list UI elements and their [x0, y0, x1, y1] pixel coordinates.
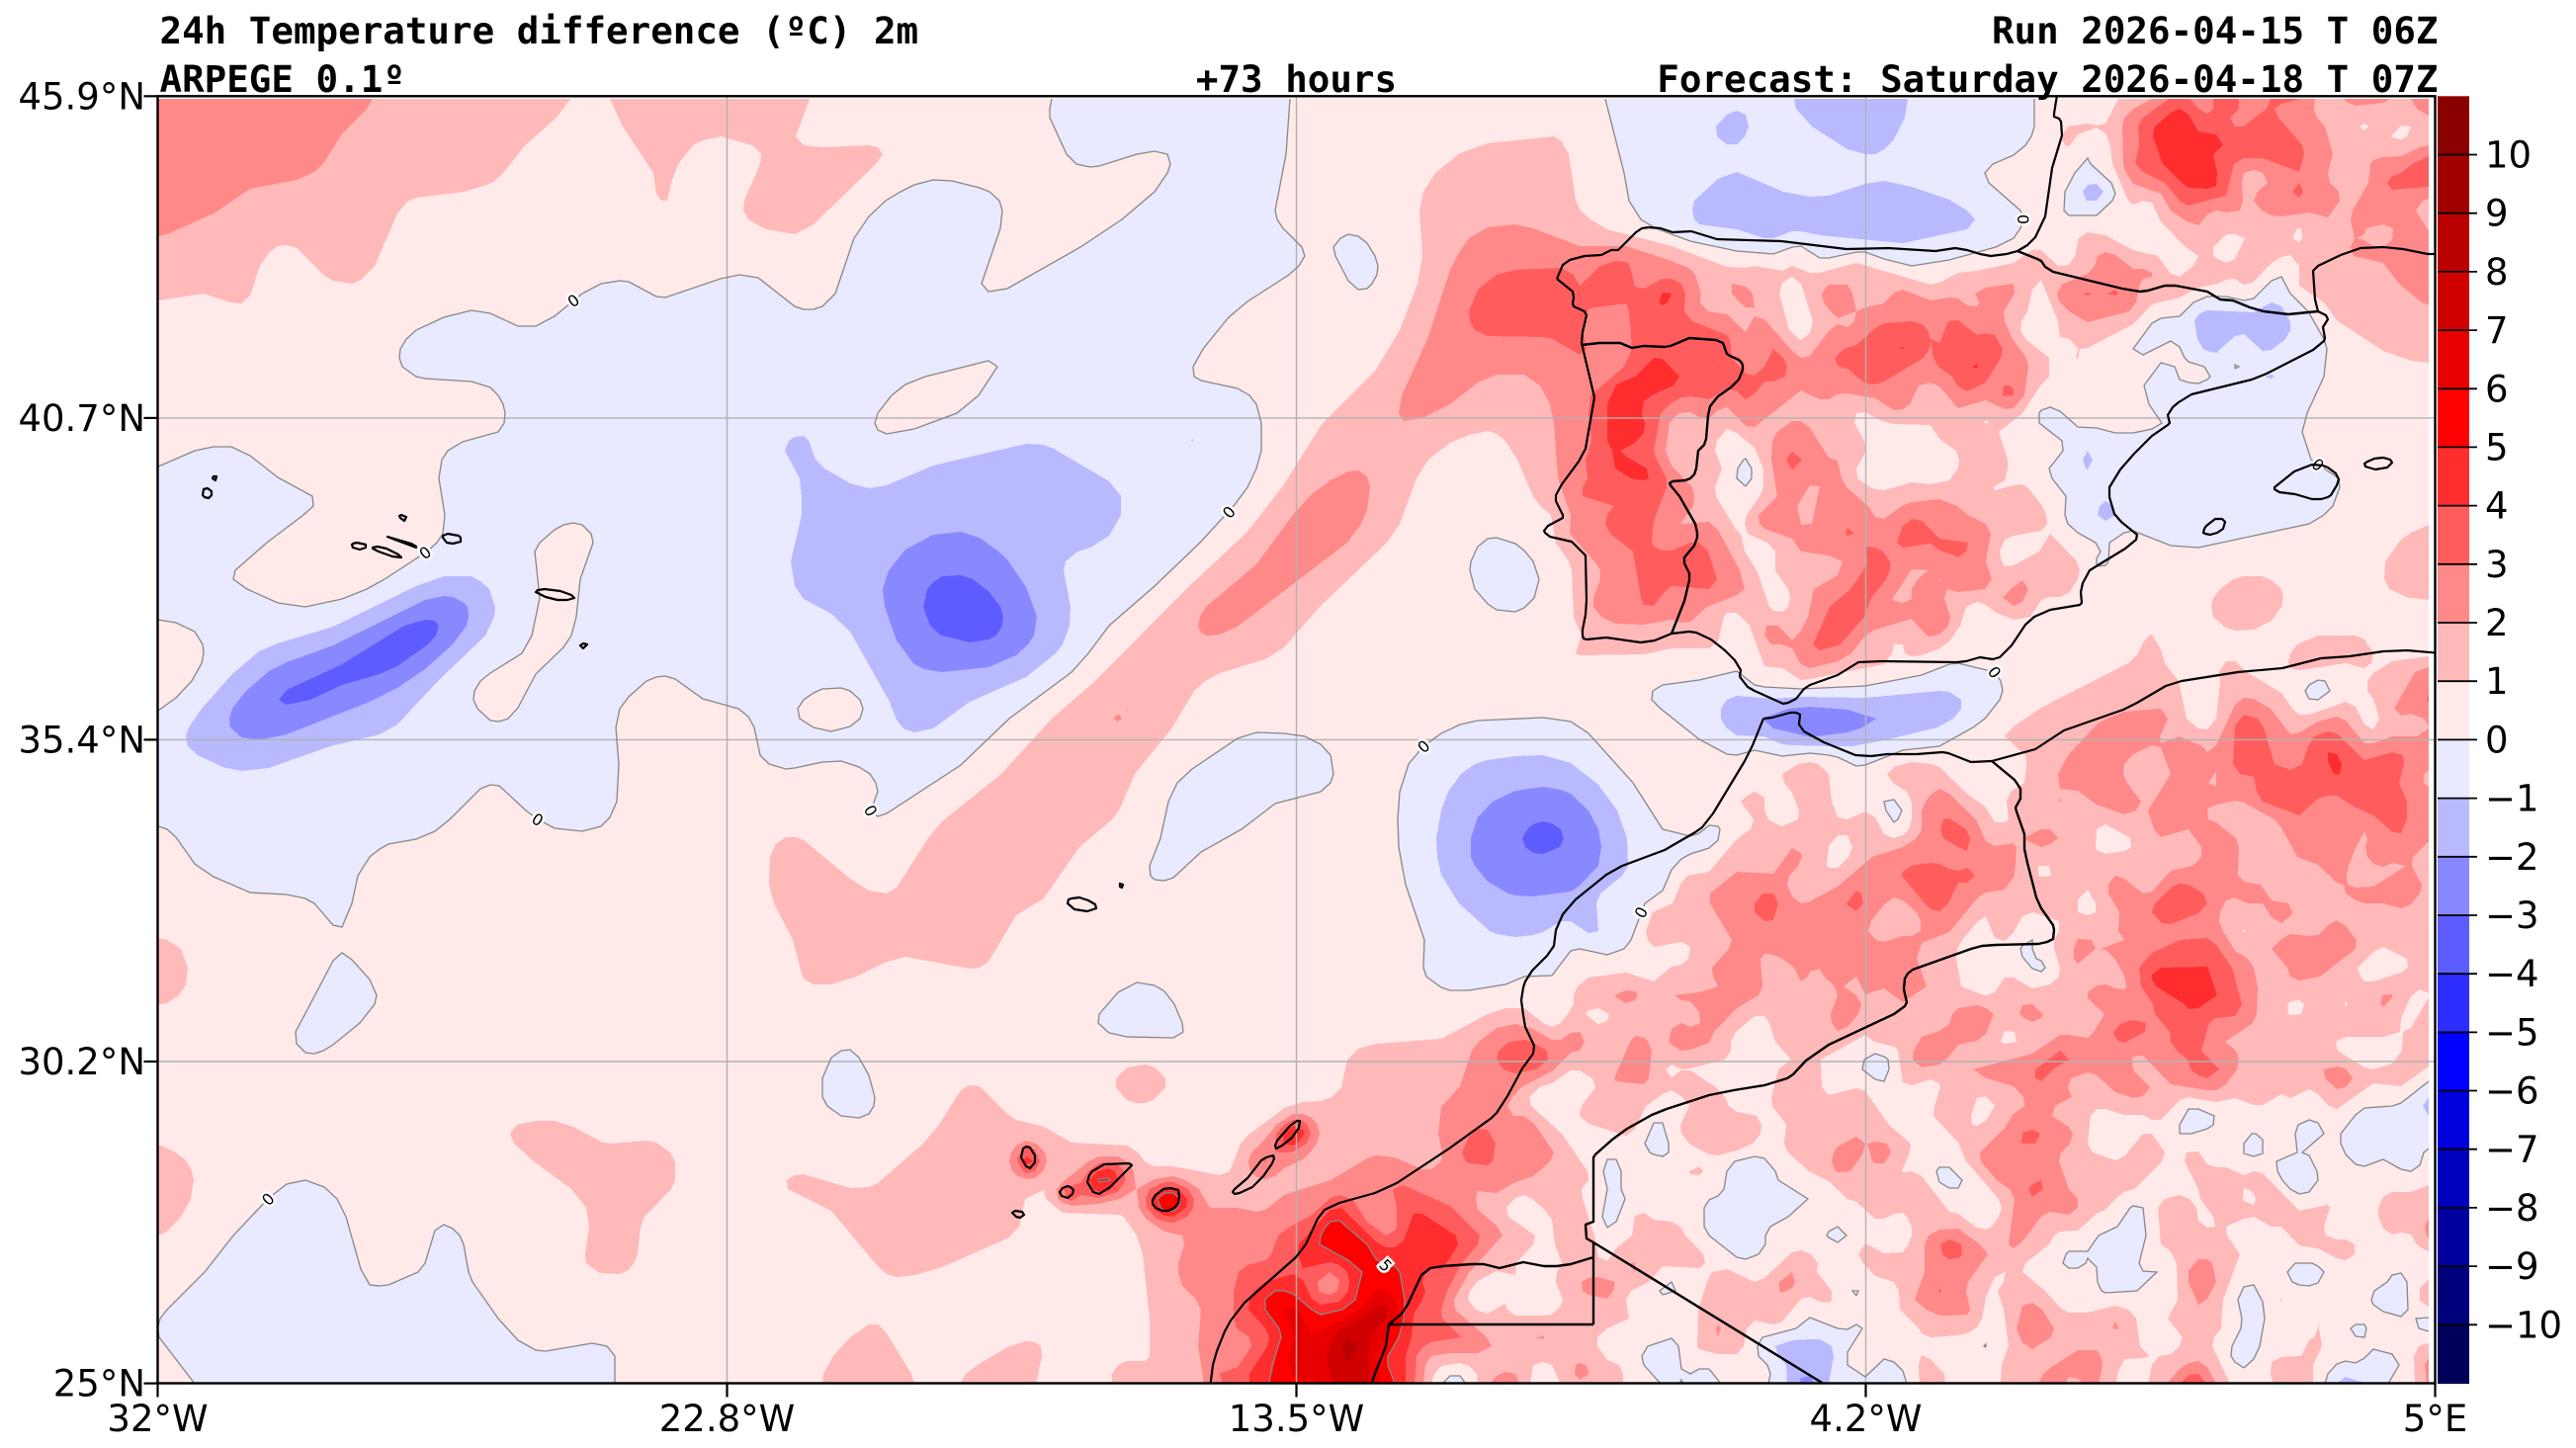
colorbar-tick-label: −5 [2485, 1011, 2539, 1054]
colorbar-tick-label: 5 [2485, 426, 2509, 468]
y-tick-label: 25°N [53, 1363, 145, 1405]
contour-fill-band [1327, 1306, 1388, 1384]
colorbar-tick-label: −10 [2485, 1304, 2562, 1346]
country-borders [1370, 249, 2319, 1384]
colorbar-tick-label: −4 [2485, 953, 2539, 995]
colorbar-tick-label: 9 [2485, 193, 2509, 235]
colorbar-cell [2438, 1207, 2469, 1267]
coastline-layer [201, 96, 2436, 1384]
colorbar-tick-label: −9 [2485, 1245, 2539, 1288]
colorbar-tick-label: −6 [2485, 1070, 2539, 1113]
colorbar-cell [2438, 213, 2469, 273]
colorbar-tick-label: 1 [2485, 660, 2509, 703]
y-axis-labels: 45.9°N 40.7°N 35.4°N 30.2°N 25°N [18, 75, 145, 1405]
map-title: 24h Temperature difference (ºC) 2m [160, 9, 919, 52]
model-label: ARPEGE 0.1º [160, 57, 405, 101]
colorbar-tick-label: −7 [2485, 1129, 2539, 1171]
contour-line-layer [157, 98, 2430, 1384]
contour-fill-band [1342, 1337, 1358, 1363]
colorbar-tick-label: −2 [2485, 836, 2539, 879]
colorbar-cell [2438, 271, 2469, 331]
colorbar-tick-label: 6 [2485, 368, 2509, 410]
colorbar-tick-label: 0 [2485, 719, 2509, 761]
contour-fill-band [1017, 99, 2429, 1384]
header: 24h Temperature difference (ºC) 2m ARPEG… [160, 9, 2439, 101]
colorbar-tick-label: 10 [2485, 134, 2532, 177]
colorbar-cell [2438, 154, 2469, 214]
graticule-grid-lines [157, 96, 2436, 1384]
colorbar-cell [2438, 505, 2469, 565]
colorbar-cell [2438, 798, 2469, 858]
axis-ticks [143, 95, 2437, 1398]
x-axis-labels: 32°W 22.8°W 13.5°W 4.2°W 5°E [107, 1398, 2467, 1440]
colorbar-cell [2438, 96, 2469, 156]
x-tick-label: 22.8°W [659, 1398, 795, 1440]
y-tick-label: 30.2°N [18, 1041, 145, 1083]
coastlines [201, 96, 2436, 1384]
x-tick-label: 5°E [2403, 1398, 2467, 1440]
colorbar-cell [2438, 856, 2469, 916]
contour-fill-layer [158, 99, 2429, 1384]
x-tick-label: 4.2°W [1810, 1398, 1923, 1440]
colorbar-cell [2438, 681, 2469, 740]
contour-inline-label-0: 0 [2014, 214, 2032, 224]
colorbar-cell [2438, 388, 2469, 449]
colorbar-cell [2438, 1149, 2469, 1209]
colorbar-cell [2438, 1324, 2469, 1385]
y-tick-label: 45.9°N [18, 75, 145, 118]
y-tick-label: 35.4°N [18, 719, 145, 761]
border-layer [1370, 249, 2319, 1384]
colorbar-cell [2438, 1032, 2469, 1092]
colorbar-tick-label: 4 [2485, 485, 2509, 528]
colorbar-tick-label: −3 [2485, 894, 2539, 937]
colorbar-tick-label: 7 [2485, 309, 2509, 352]
colorbar-tick-label: −1 [2485, 778, 2539, 820]
colorbar-cell [2438, 915, 2469, 975]
colorbar-tick-label: 8 [2485, 251, 2509, 294]
colorbar-cell [2438, 974, 2469, 1033]
x-tick-label: 13.5°W [1229, 1398, 1364, 1440]
y-tick-label: 40.7°N [18, 397, 145, 440]
colorbar-cell [2438, 330, 2469, 389]
colorbar-cell [2438, 1266, 2469, 1325]
run-label: Run 2026-04-15 T 06Z [1992, 9, 2439, 52]
colorbar-cell [2438, 447, 2469, 507]
colorbar-cell [2438, 1090, 2469, 1150]
colorbar-tick-label: 3 [2485, 544, 2509, 586]
x-tick-label: 32°W [107, 1398, 208, 1440]
colorbar-cell [2438, 563, 2469, 624]
colorbar-tick-label: 2 [2485, 602, 2509, 644]
colorbar-tick-label: −8 [2485, 1187, 2539, 1230]
contour-line [157, 98, 2430, 1384]
contour-line [1098, 1177, 1406, 1384]
forecast-label: Forecast: Saturday 2026-04-18 T 07Z [1657, 57, 2438, 101]
lead-time-label: +73 hours [1196, 57, 1397, 101]
colorbar-cell [2438, 623, 2469, 682]
colorbar-cell [2438, 739, 2469, 800]
